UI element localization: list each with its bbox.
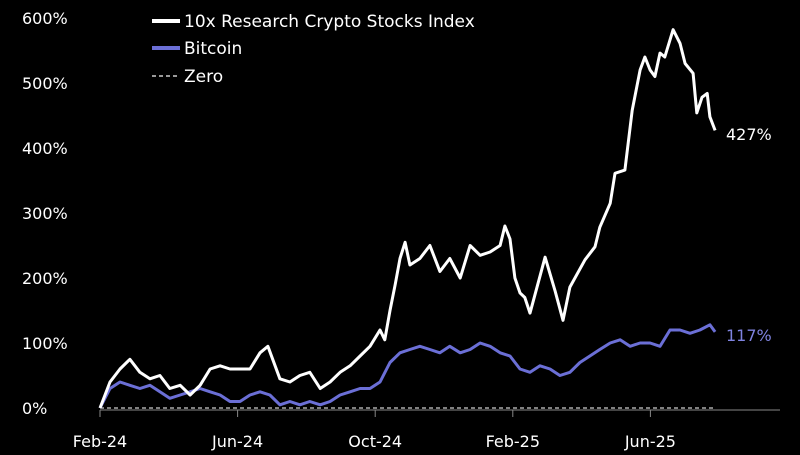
x-tick-label: Jun-25 (624, 432, 676, 451)
legend-label-index: 10x Research Crypto Stocks Index (184, 12, 475, 32)
y-tick-label: 600% (22, 9, 68, 28)
y-tick-label: 0% (22, 399, 47, 418)
y-tick-label: 100% (22, 334, 68, 353)
y-tick-label: 200% (22, 269, 68, 288)
bitcoin-series-line (98, 323, 717, 409)
x-tick-label: Jun-24 (211, 432, 263, 451)
legend-label-bitcoin: Bitcoin (184, 39, 242, 59)
end-label-index: 427% (726, 125, 772, 144)
legend-label-zero: Zero (184, 67, 223, 87)
x-tick-label: Feb-25 (486, 432, 540, 451)
y-tick-label: 300% (22, 204, 68, 223)
x-tick-label: Feb-24 (73, 432, 127, 451)
y-tick-label: 400% (22, 139, 68, 158)
end-label-bitcoin: 117% (726, 326, 772, 345)
y-tick-label: 500% (22, 74, 68, 93)
legend: 10x Research Crypto Stocks Index Bitcoin… (152, 12, 475, 87)
x-tick-label: Oct-24 (348, 432, 402, 451)
index-series-line (98, 28, 717, 409)
